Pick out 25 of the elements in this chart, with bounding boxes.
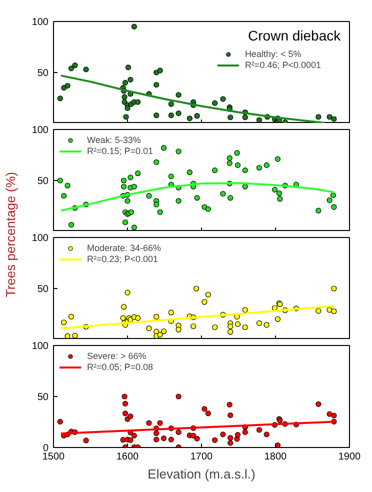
legend-label: Moderate: 34-66% (87, 243, 162, 253)
x-tick-label: 1700 (190, 452, 214, 462)
legend-label: Severe: > 66% (87, 351, 146, 361)
y-axis-title: Trees percentage (%) (2, 172, 18, 298)
text: Crown dieback (248, 28, 342, 44)
x-tick-label: 1600 (116, 452, 140, 462)
legend-label: Healthy: < 5% (244, 49, 302, 59)
y-tick-label: 50 (37, 284, 49, 295)
y-tick-label: 100 (32, 17, 49, 28)
legend-label: R²=0.46; P<0.0001 (244, 60, 321, 70)
y-tick-label: 50 (37, 176, 49, 187)
y-tick-label: 0 (42, 443, 49, 454)
x-tick-label: 1900 (338, 452, 362, 462)
legend-label: Weak: 5-33% (87, 135, 141, 145)
y-tick-label: 100 (32, 233, 49, 244)
x-tick-label: 1500 (42, 452, 66, 462)
y-tick-label: 50 (37, 392, 49, 403)
y-tick-label: 50 (37, 68, 49, 79)
legend-label: R²=0.23; P<0.001 (87, 254, 158, 264)
x-tick-label: 1800 (264, 452, 288, 462)
legend-label: R²=0.05; P=0.08 (87, 362, 154, 372)
legend-label: R²=0.15; P=0.01 (87, 146, 154, 156)
y-tick-label: 100 (32, 341, 49, 352)
x-axis-title: Elevation (m.a.s.l.) (148, 466, 256, 482)
y-tick-label: 100 (32, 125, 49, 136)
